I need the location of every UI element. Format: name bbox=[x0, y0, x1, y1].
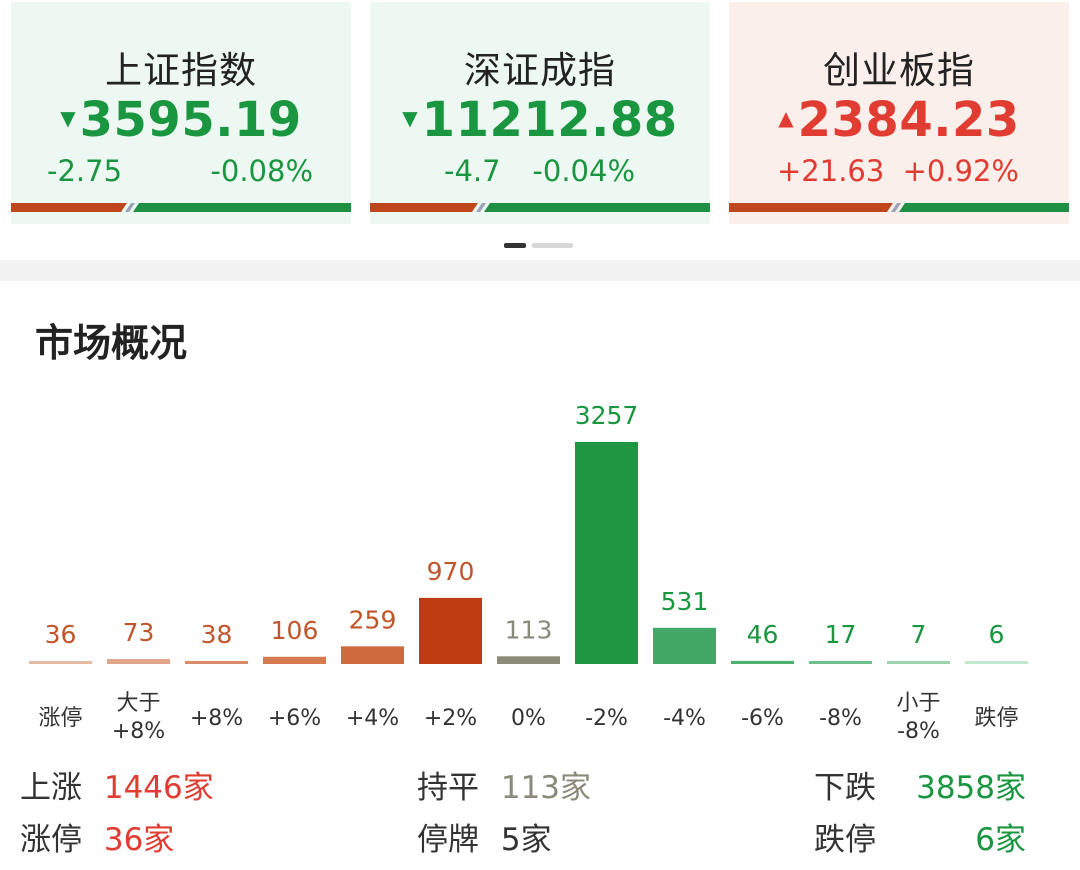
market-distribution-chart: 36 涨停 73 大于 +8% 38 +8% 106 +6% 259 +4% 970 +2% 113 0% 3… bbox=[29, 401, 1028, 744]
category-tick-label: -6% bbox=[741, 706, 784, 731]
bar-4 bbox=[341, 646, 404, 664]
category-tick-label: -8% bbox=[897, 719, 940, 744]
index-name: 创业板指 bbox=[823, 49, 975, 92]
suspended-count: 5家 bbox=[500, 822, 552, 858]
category-tick-label: 大于 bbox=[116, 691, 160, 716]
rise-fall-strip bbox=[370, 203, 710, 212]
section-divider bbox=[0, 260, 1080, 281]
category-tick-label: 跌停 bbox=[974, 706, 1018, 731]
down-arrow-icon: ▼ bbox=[402, 106, 418, 130]
index-name: 上证指数 bbox=[105, 49, 257, 92]
bar-value-label: 531 bbox=[661, 587, 709, 616]
bar-value-label: 36 bbox=[45, 620, 77, 649]
bar-12 bbox=[965, 661, 1028, 664]
limit-up-label: 涨停 bbox=[20, 822, 82, 858]
index-card-sh[interactable]: 上证指数 ▼3595.19 -2.75 -0.08% bbox=[11, 2, 351, 224]
index-change: -4.7 bbox=[444, 154, 501, 188]
category-tick-label: 小于 bbox=[896, 691, 940, 716]
index-change-pct: -0.04% bbox=[532, 154, 635, 188]
index-value: 2384.23 bbox=[797, 92, 1020, 148]
flat-count: 113家 bbox=[500, 770, 592, 806]
category-tick-label: +8% bbox=[190, 706, 243, 731]
market-overview-title: 市场概况 bbox=[35, 321, 188, 365]
fall-count: 3858家 bbox=[916, 770, 1026, 806]
bar-0 bbox=[29, 661, 92, 664]
fall-label: 下跌 bbox=[814, 770, 876, 806]
index-value: 3595.19 bbox=[79, 92, 302, 148]
rise-label: 上涨 bbox=[20, 770, 82, 806]
limit-down-label: 跌停 bbox=[814, 822, 876, 858]
up-arrow-icon: ▲ bbox=[778, 106, 794, 130]
down-arrow-icon: ▼ bbox=[60, 106, 76, 130]
category-tick-label: -8% bbox=[819, 706, 862, 731]
index-change: +21.63 bbox=[777, 154, 885, 188]
index-value: 11212.88 bbox=[421, 92, 678, 148]
bar-value-label: 259 bbox=[349, 605, 397, 634]
index-change: -2.75 bbox=[47, 154, 123, 188]
limit-down-count: 6家 bbox=[975, 822, 1026, 858]
bar-5 bbox=[419, 597, 482, 664]
pager-dot-active[interactable] bbox=[504, 243, 526, 248]
category-tick-label: +6% bbox=[268, 706, 321, 731]
bar-value-label: 17 bbox=[825, 620, 857, 649]
category-tick-label: 涨停 bbox=[38, 706, 82, 731]
rise-fall-strip bbox=[729, 203, 1069, 212]
bar-8 bbox=[653, 627, 716, 664]
limit-up-count: 36家 bbox=[103, 822, 175, 858]
bar-3 bbox=[263, 656, 326, 664]
bar-10 bbox=[809, 661, 872, 664]
bar-value-label: 113 bbox=[505, 615, 553, 644]
category-tick-label: +2% bbox=[424, 706, 477, 731]
bar-6 bbox=[497, 656, 560, 664]
bar-7 bbox=[575, 442, 638, 664]
bar-value-label: 38 bbox=[201, 620, 233, 649]
category-tick-label: +4% bbox=[346, 706, 399, 731]
bar-value-label: 3257 bbox=[575, 401, 639, 430]
index-name: 深证成指 bbox=[464, 49, 616, 92]
category-tick-label: +8% bbox=[112, 719, 165, 744]
bar-value-label: 6 bbox=[989, 620, 1005, 649]
category-tick-label: -4% bbox=[663, 706, 706, 731]
suspended-label: 停牌 bbox=[417, 822, 479, 858]
bar-value-label: 7 bbox=[911, 620, 927, 649]
category-tick-label: 0% bbox=[511, 706, 546, 731]
bar-value-label: 970 bbox=[427, 557, 475, 586]
rise-fall-strip bbox=[11, 203, 351, 212]
bar-11 bbox=[887, 661, 950, 664]
rise-count: 1446家 bbox=[103, 770, 214, 806]
bar-value-label: 73 bbox=[123, 618, 155, 647]
pager-dot[interactable] bbox=[532, 243, 573, 248]
bar-value-label: 46 bbox=[747, 620, 779, 649]
index-card-sz[interactable]: 深证成指 ▼11212.88 -4.7 -0.04% bbox=[370, 2, 710, 224]
bar-1 bbox=[107, 659, 170, 664]
bar-2 bbox=[185, 661, 248, 664]
index-change-pct: -0.08% bbox=[210, 154, 313, 188]
flat-label: 持平 bbox=[417, 770, 479, 806]
index-card-cyb[interactable]: 创业板指 ▲2384.23 +21.63 +0.92% bbox=[729, 2, 1069, 224]
bar-value-label: 106 bbox=[271, 616, 319, 645]
category-tick-label: -2% bbox=[585, 706, 628, 731]
bar-9 bbox=[731, 660, 794, 664]
index-change-pct: +0.92% bbox=[902, 154, 1019, 188]
